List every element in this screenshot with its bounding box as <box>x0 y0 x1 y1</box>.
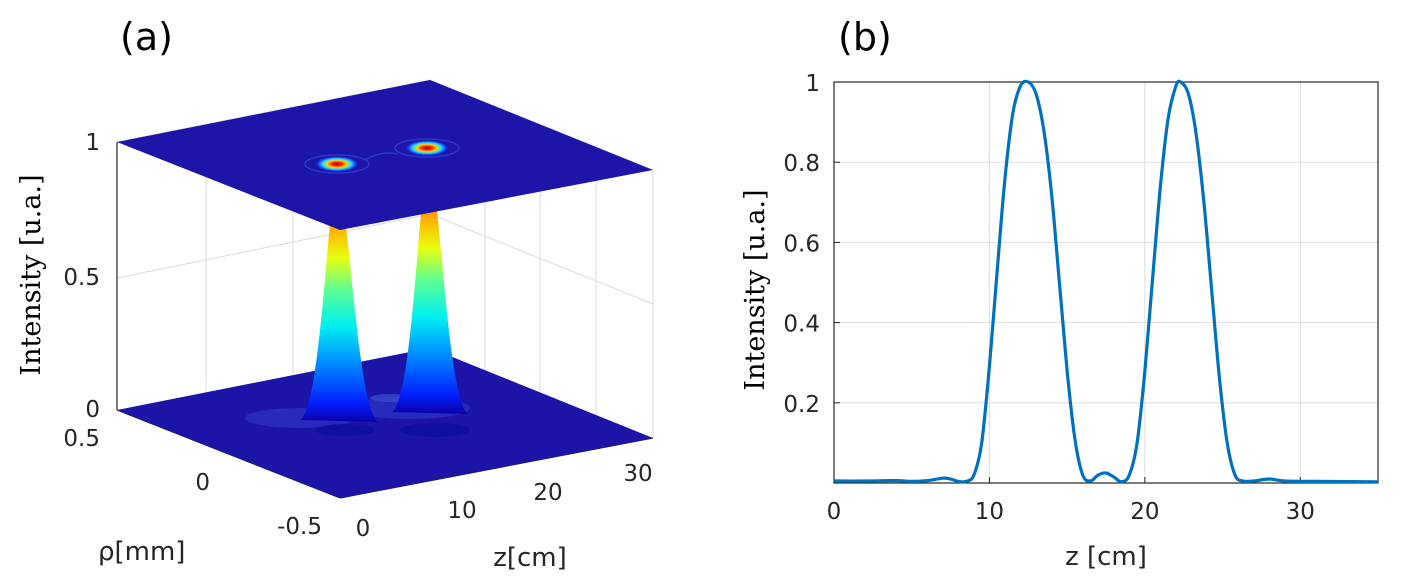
intensity-series-line <box>833 79 1379 484</box>
panel-a-surface-plot: (a) 1 0.5 0 <box>16 15 654 573</box>
rho-axis-label: ρ[mm] <box>98 537 185 567</box>
surface-peak-1 <box>300 180 378 422</box>
tick-label: -0.5 <box>277 514 322 540</box>
tick-label: 0.5 <box>63 426 100 452</box>
y-tick-label: 0.6 <box>783 231 820 257</box>
x-tick-label: 0 <box>827 499 842 525</box>
x-axis-ticks: 0 10 20 30 <box>356 461 653 542</box>
y-tick-label: 0.8 <box>783 151 820 177</box>
projection-hotspot-2 <box>405 140 449 156</box>
tick-label: 0 <box>356 516 371 542</box>
tick-label: 30 <box>623 461 652 487</box>
surface-base <box>117 348 653 498</box>
rho-axis-ticks: 0.5 0 -0.5 <box>63 426 322 540</box>
plot-area-frame <box>833 81 1379 484</box>
y-axis-ticks: 0.2 0.4 0.6 0.8 1 <box>783 71 840 418</box>
tick-label: 1 <box>85 130 100 156</box>
x-axis-ticks: 0 10 20 30 <box>827 477 1315 525</box>
z-axis-label: Intensity [u.a.] <box>16 174 47 375</box>
x-axis-label: z [cm] <box>1065 542 1147 572</box>
x-tick-label: 10 <box>975 499 1004 525</box>
y-tick-label: 0.2 <box>783 392 820 418</box>
projection-ripples <box>304 138 460 174</box>
panel-b-line-chart: (b) 0 10 20 30 0.2 0.4 0.6 0.8 1 z [cm] Intensi… <box>740 15 1379 572</box>
x-tick-label: 30 <box>1286 499 1315 525</box>
surface-peak-2 <box>392 170 468 414</box>
tick-label: 0 <box>85 397 100 423</box>
x-axis-label: z[cm] <box>493 543 567 573</box>
tick-label: 20 <box>533 480 562 506</box>
panel-a-label: (a) <box>120 15 173 59</box>
grid-lines <box>834 82 1378 483</box>
tick-label: 0.5 <box>63 265 100 291</box>
projection-hotspot-1 <box>315 156 359 172</box>
z-axis-ticks: 1 0.5 0 <box>63 130 100 423</box>
panel-b-label: (b) <box>838 15 892 59</box>
y-tick-label: 0.4 <box>783 312 820 338</box>
y-axis-label: Intensity [u.a.] <box>740 189 771 390</box>
tick-label: 0 <box>195 470 210 496</box>
surface-top-projection <box>117 80 653 230</box>
x-tick-label: 20 <box>1130 499 1159 525</box>
tick-label: 10 <box>447 498 476 524</box>
y-tick-label: 1 <box>805 71 820 97</box>
